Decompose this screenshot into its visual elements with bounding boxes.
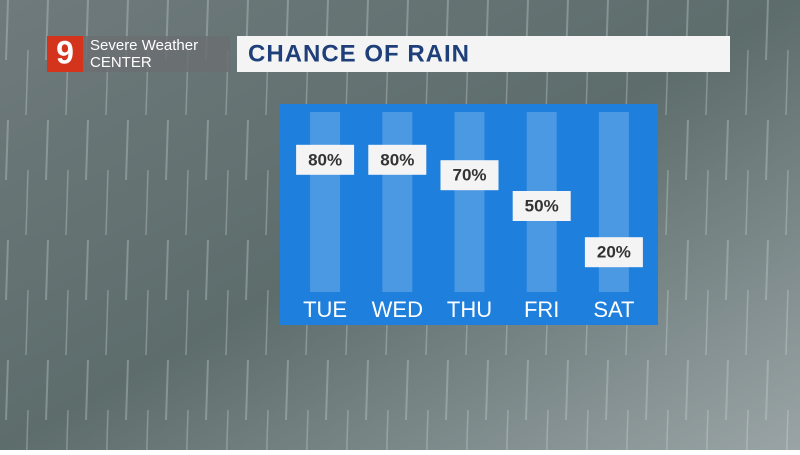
value-label: 80% — [308, 150, 342, 169]
x-tick-label: FRI — [524, 297, 559, 322]
value-box — [584, 237, 643, 268]
value-label: 20% — [597, 243, 631, 262]
chart-title: CHANCE OF RAIN — [248, 40, 470, 67]
logo-box — [47, 36, 83, 72]
value-box — [368, 144, 427, 175]
value-box — [296, 144, 355, 175]
logo: 9 — [56, 34, 74, 70]
chart-panel — [280, 104, 658, 325]
brand-line1: Severe Weather — [90, 37, 198, 54]
column-strip — [454, 112, 485, 292]
x-tick-label: SAT — [593, 297, 634, 322]
title-bar — [237, 36, 730, 72]
value-label: 80% — [380, 150, 414, 169]
x-tick-label: WED — [372, 297, 423, 322]
value-label: 50% — [525, 196, 559, 215]
x-tick-label: TUE — [303, 297, 347, 322]
value-box — [512, 191, 571, 221]
value-box — [440, 160, 499, 191]
value-label: 70% — [452, 166, 486, 185]
x-tick-label: THU — [447, 297, 492, 322]
column-strip — [382, 112, 413, 292]
brand-line2: CENTER — [90, 54, 152, 71]
column-strip — [310, 112, 341, 292]
